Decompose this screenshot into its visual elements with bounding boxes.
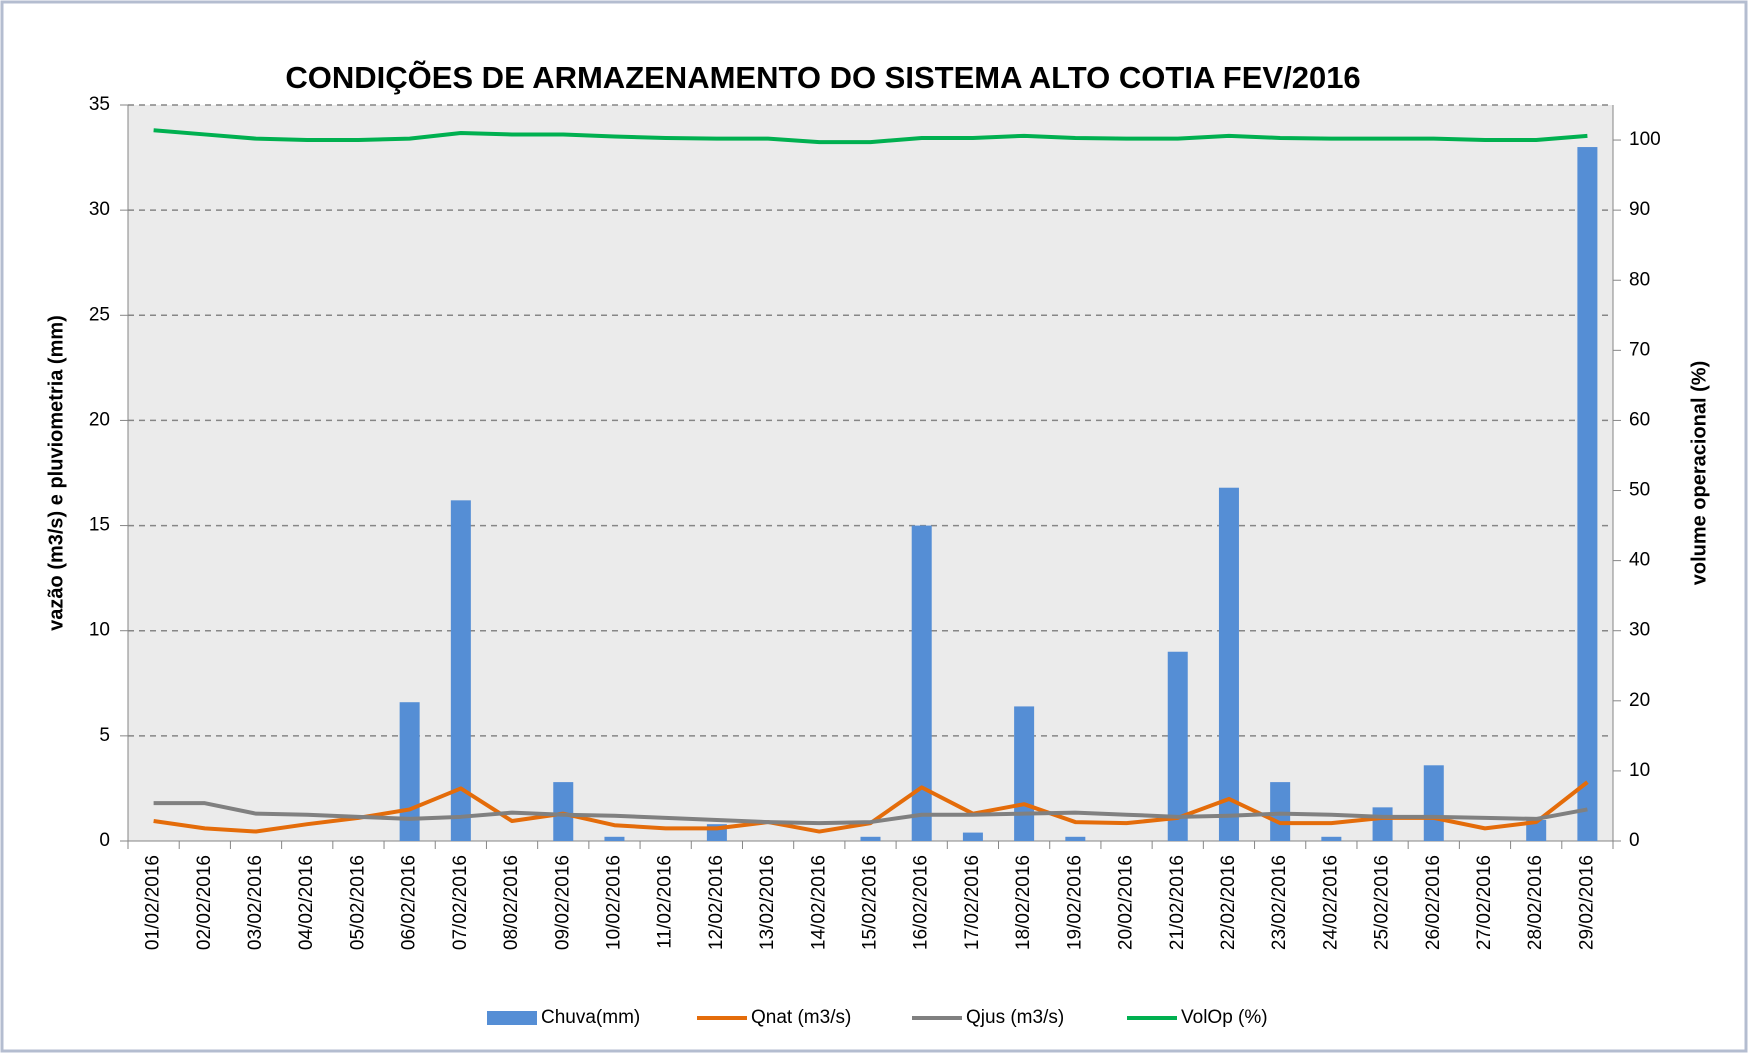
y-tick-label: 25 [89,304,110,325]
bar [1167,651,1188,841]
plot-area [128,105,1613,841]
x-tick-label: 20/02/2016 [1116,855,1137,950]
x-tick-label: 21/02/2016 [1167,855,1188,950]
x-tick-label: 02/02/2016 [194,855,215,950]
y2-tick-label: 40 [1629,550,1650,571]
y2-tick-label: 30 [1629,620,1650,641]
line [153,128,1588,145]
bar [1065,836,1086,841]
x-tick-label: 11/02/2016 [655,855,676,949]
x-tick-label: 17/02/2016 [962,855,983,950]
y2-tick-label: 50 [1629,480,1650,501]
bar [1577,147,1598,842]
x-tick-label: 29/02/2016 [1576,855,1597,950]
bar [911,525,932,841]
x-tick-label: 24/02/2016 [1320,855,1341,950]
y2-tick-label: 60 [1629,409,1650,430]
x-tick-label: 01/02/2016 [143,855,164,950]
x-tick-label: 04/02/2016 [296,855,317,950]
chart-title: CONDIÇÕES DE ARMAZENAMENTO DO SISTEMA AL… [285,59,1360,95]
bar [1218,487,1239,841]
x-tick-label: 09/02/2016 [552,855,573,950]
line [153,801,1588,826]
y-axis-title: vazão (m3/s) e pluviometria (mm) [45,315,67,631]
x-tick-label: 23/02/2016 [1269,855,1290,950]
x-tick-label: 25/02/2016 [1372,855,1393,950]
bar [1526,819,1547,841]
bar [1014,706,1035,841]
legend-label: VolOp (%) [1181,1007,1268,1028]
y-tick-label: 30 [89,199,110,220]
y2-tick-label: 70 [1629,339,1650,360]
x-tick-label: 19/02/2016 [1064,855,1085,950]
y-tick-label: 35 [89,94,110,115]
x-tick-label: 12/02/2016 [706,855,727,950]
y-tick-label: 15 [89,515,110,536]
x-tick-label: 07/02/2016 [450,855,471,950]
x-tick-label: 06/02/2016 [399,855,420,950]
x-tick-label: 22/02/2016 [1218,855,1239,950]
y-tick-label: 0 [99,830,110,851]
bar [1423,765,1444,841]
legend-label: Chuva(mm) [541,1007,640,1028]
y2-axis-title: volume operacional (%) [1688,361,1710,586]
y-tick-label: 10 [89,620,110,641]
y2-tick-label: 100 [1629,129,1661,150]
x-tick-label: 13/02/2016 [757,855,778,950]
y2-tick-label: 90 [1629,199,1650,220]
bar [1321,836,1342,841]
y2-tick-label: 80 [1629,269,1650,290]
x-tick-label: 08/02/2016 [501,855,522,950]
x-tick-label: 03/02/2016 [245,855,266,950]
x-tick-label: 05/02/2016 [347,855,368,950]
bar [450,500,471,841]
bar [1270,782,1291,841]
x-tick-label: 16/02/2016 [911,855,932,950]
bar [1372,807,1393,841]
x-tick-label: 10/02/2016 [603,855,624,950]
bar [962,832,983,841]
bar [604,836,625,841]
bar [860,836,881,841]
x-tick-label: 14/02/2016 [808,855,829,950]
y-tick-label: 5 [99,725,110,746]
bar [553,782,574,841]
y-tick-label: 20 [89,409,110,430]
y2-tick-label: 10 [1629,760,1650,781]
x-tick-label: 28/02/2016 [1525,855,1546,950]
x-tick-label: 26/02/2016 [1423,855,1444,950]
x-tick-label: 18/02/2016 [1013,855,1034,950]
y2-tick-label: 0 [1629,830,1640,851]
x-tick-label: 27/02/2016 [1474,855,1495,950]
x-tick-label: 15/02/2016 [860,855,881,950]
legend-label: Qjus (m3/s) [966,1007,1064,1028]
legend-swatch [487,1011,537,1025]
y2-tick-label: 20 [1629,690,1650,711]
legend-label: Qnat (m3/s) [751,1007,851,1028]
